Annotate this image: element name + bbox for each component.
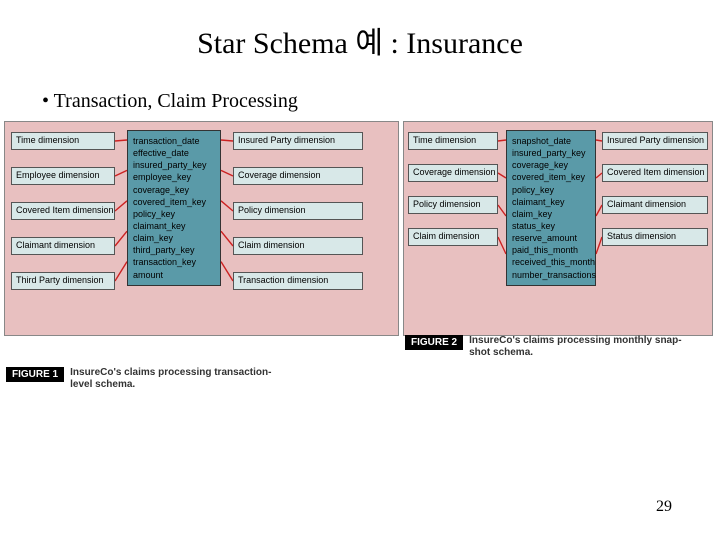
fact-field: claim_key — [133, 232, 215, 244]
dimension-box: Third Party dimension — [11, 272, 115, 290]
dimension-box: Covered Item dimension — [602, 164, 708, 182]
fact-field: coverage_key — [133, 184, 215, 196]
figure-2-text: InsureCo's claims processing monthly sna… — [469, 335, 681, 359]
fact-table: transaction_dateeffective_dateinsured_pa… — [127, 130, 221, 286]
dimension-box: Insured Party dimension — [233, 132, 363, 150]
fact-field: effective_date — [133, 147, 215, 159]
fact-field: coverage_key — [512, 159, 590, 171]
dimension-box: Claimant dimension — [602, 196, 708, 214]
page-number: 29 — [656, 498, 672, 516]
dimension-box: Status dimension — [602, 228, 708, 246]
fact-field: paid_this_month — [512, 244, 590, 256]
fact-field: claim_key — [512, 208, 590, 220]
figure-1-text: InsureCo's claims processing transaction… — [70, 367, 271, 391]
diagram-row: transaction_dateeffective_dateinsured_pa… — [0, 121, 720, 336]
dimension-box: Policy dimension — [408, 196, 498, 214]
fact-field: snapshot_date — [512, 135, 590, 147]
dimension-box: Transaction dimension — [233, 272, 363, 290]
dimension-box: Coverage dimension — [233, 167, 363, 185]
dimension-box: Employee dimension — [11, 167, 115, 185]
fact-field: reserve_amount — [512, 232, 590, 244]
dimension-box: Claim dimension — [233, 237, 363, 255]
fact-field: transaction_key — [133, 256, 215, 268]
figure-1-panel: transaction_dateeffective_dateinsured_pa… — [4, 121, 399, 336]
fact-field: policy_key — [133, 208, 215, 220]
dimension-box: Covered Item dimension — [11, 202, 115, 220]
fact-field: status_key — [512, 220, 590, 232]
fact-field: insured_party_key — [512, 147, 590, 159]
fact-field: policy_key — [512, 184, 590, 196]
dimension-box: Policy dimension — [233, 202, 363, 220]
fact-field: received_this_month — [512, 256, 590, 268]
fact-field: third_party_key — [133, 244, 215, 256]
dimension-box: Claim dimension — [408, 228, 498, 246]
figure-2-panel: snapshot_dateinsured_party_keycoverage_k… — [403, 121, 713, 336]
figure-1-caption: FIGURE 1 InsureCo's claims processing tr… — [6, 367, 396, 391]
subtitle: • Transaction, Claim Processing — [0, 62, 720, 121]
fact-field: employee_key — [133, 171, 215, 183]
dimension-box: Claimant dimension — [11, 237, 115, 255]
fact-field: transaction_date — [133, 135, 215, 147]
figure-2-caption: FIGURE 2 InsureCo's claims processing mo… — [405, 335, 705, 359]
fact-field: number_transactions — [512, 269, 590, 281]
figure-2-label: FIGURE 2 — [405, 335, 463, 350]
dimension-box: Coverage dimension — [408, 164, 498, 182]
fact-table: snapshot_dateinsured_party_keycoverage_k… — [506, 130, 596, 286]
dimension-box: Time dimension — [11, 132, 115, 150]
fact-field: covered_item_key — [133, 196, 215, 208]
fact-field: amount — [133, 269, 215, 281]
page-title: Star Schema 예 : Insurance — [0, 0, 720, 62]
fact-field: covered_item_key — [512, 171, 590, 183]
dimension-box: Time dimension — [408, 132, 498, 150]
figure-1-label: FIGURE 1 — [6, 367, 64, 382]
fact-field: insured_party_key — [133, 159, 215, 171]
dimension-box: Insured Party dimension — [602, 132, 708, 150]
fact-field: claimant_key — [133, 220, 215, 232]
fact-field: claimant_key — [512, 196, 590, 208]
